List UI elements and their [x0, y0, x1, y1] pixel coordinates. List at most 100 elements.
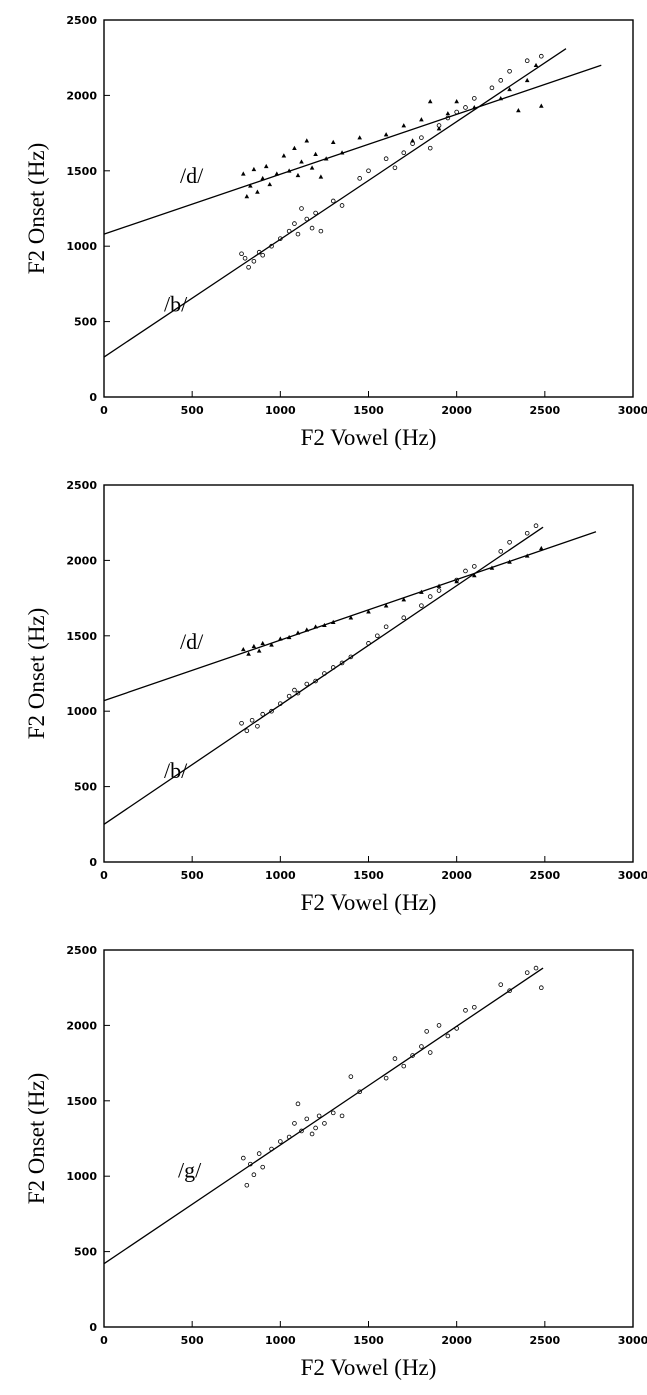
regression-label: /b/	[164, 758, 188, 783]
chart-d-b-scatter: 0 500 1000 1500 2000 2500 3000 0 500 1000 1500 2000…	[0, 0, 647, 465]
data-point	[256, 1151, 262, 1156]
x-axis-title: F2 Vowel (Hz)	[301, 425, 437, 450]
data-point	[516, 108, 521, 113]
x-tick-label: 0	[100, 1334, 108, 1347]
data-point	[357, 135, 362, 140]
data-point	[471, 96, 477, 101]
data-point	[507, 559, 512, 564]
data-point	[445, 111, 451, 116]
data-point	[498, 982, 504, 987]
data-point	[419, 589, 424, 594]
y-tick-label: 1500	[66, 1095, 97, 1108]
regression-label: /g/	[178, 1158, 202, 1183]
data-point	[309, 225, 315, 231]
data-point	[241, 1155, 246, 1161]
data-point	[295, 690, 301, 696]
y-tick-label: 500	[74, 316, 97, 329]
data-point	[292, 687, 297, 693]
data-point	[304, 627, 310, 632]
x-tick-label: 2500	[530, 869, 561, 882]
data-point	[357, 176, 362, 181]
y-tick-label: 2000	[66, 89, 97, 102]
data-point	[401, 150, 407, 156]
x-tick-label: 1000	[265, 1334, 296, 1347]
data-point	[366, 641, 371, 646]
data-point	[239, 720, 244, 726]
data-point	[507, 540, 512, 545]
data-point	[309, 165, 315, 170]
data-point	[304, 681, 310, 687]
x-axis-title: F2 Vowel (Hz)	[301, 890, 437, 915]
data-point	[424, 1029, 429, 1034]
data-point	[318, 174, 324, 179]
y-axis-title: F2 Onset (Hz)	[24, 608, 49, 740]
data-point	[244, 728, 250, 734]
regression-line	[103, 64, 602, 235]
data-point	[295, 1101, 301, 1107]
data-point	[242, 255, 248, 261]
x-tick-label: 1500	[353, 1334, 384, 1347]
data-point	[313, 1125, 318, 1131]
data-point	[366, 168, 371, 174]
data-point	[539, 545, 544, 551]
data-point	[286, 693, 292, 699]
data-point	[295, 630, 301, 635]
x-tick-label: 2500	[530, 1334, 561, 1347]
data-point	[269, 243, 274, 249]
data-point	[419, 135, 424, 140]
data-point	[339, 1113, 345, 1119]
chart-svg: 0 500 1000 1500 2000 2500 3000 0 500 1000 1500 2000…	[24, 479, 647, 915]
data-point	[323, 156, 329, 161]
data-point	[539, 103, 544, 108]
x-tick-label: 2000	[441, 869, 472, 882]
y-axis-title: F2 Onset (Hz)	[24, 143, 49, 275]
plot-frame	[103, 19, 634, 398]
data-point	[260, 175, 266, 181]
data-point	[246, 265, 251, 270]
x-tick-label: 0	[100, 404, 108, 417]
data-point	[445, 115, 451, 121]
data-point	[419, 603, 424, 608]
data-point	[269, 708, 274, 714]
data-point	[299, 159, 304, 164]
data-point	[489, 85, 495, 91]
data-point	[383, 156, 389, 162]
regression-line	[103, 526, 544, 825]
data-point	[255, 723, 260, 729]
data-point	[383, 1075, 389, 1081]
data-point	[256, 249, 262, 255]
data-point	[498, 549, 504, 554]
data-point	[322, 671, 327, 676]
data-point	[401, 597, 407, 602]
y-axis-title: F2 Onset (Hz)	[24, 1073, 49, 1205]
data-point	[436, 126, 442, 131]
data-point	[246, 651, 251, 656]
y-tick-label: 1000	[66, 240, 97, 253]
regression-line	[103, 531, 597, 702]
data-point	[348, 615, 354, 620]
data-point	[260, 252, 266, 258]
data-point	[507, 86, 512, 92]
x-tick-label: 500	[181, 869, 204, 882]
data-point	[392, 165, 398, 171]
data-point	[436, 583, 442, 588]
data-point	[410, 1053, 415, 1058]
y-tick-label: 2500	[66, 944, 97, 957]
regression-line	[103, 967, 544, 1265]
data-point	[239, 251, 244, 257]
data-point	[463, 105, 468, 110]
data-point	[278, 1139, 283, 1144]
data-point	[286, 168, 292, 173]
data-point	[524, 77, 530, 83]
data-point	[251, 1172, 257, 1177]
data-point	[383, 132, 389, 137]
plot-frame	[103, 949, 634, 1328]
data-point	[507, 988, 512, 994]
data-point	[454, 99, 459, 104]
y-tick-label: 1500	[66, 165, 97, 178]
data-point	[533, 523, 539, 529]
data-point	[375, 633, 380, 639]
data-point	[286, 1134, 292, 1140]
data-point	[383, 624, 389, 630]
data-point	[244, 1182, 250, 1188]
